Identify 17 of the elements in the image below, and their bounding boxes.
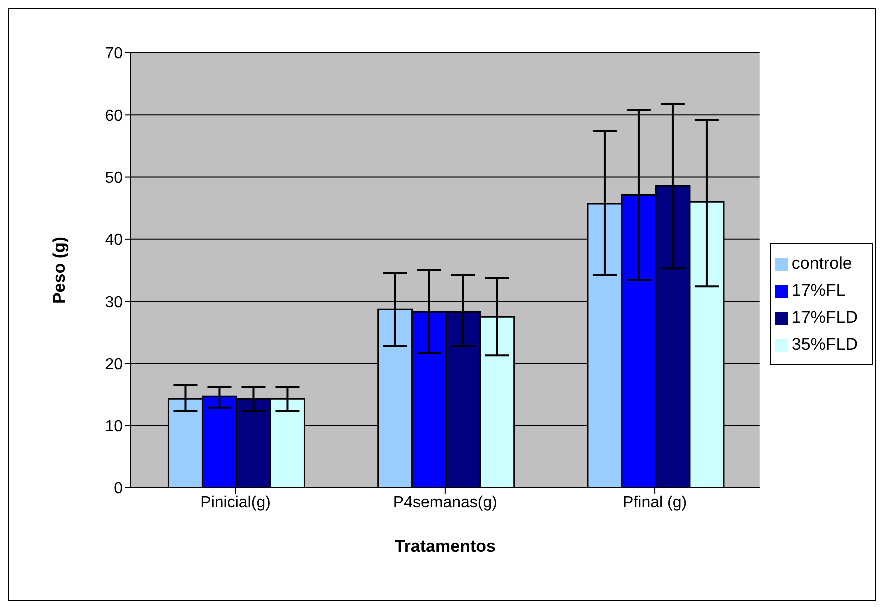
legend-label: 17%FL	[792, 280, 846, 300]
legend-label: 17%FLD	[792, 308, 858, 326]
y-tick-label: 50	[105, 170, 124, 187]
legend-label: 35%FLD	[792, 334, 858, 354]
y-tick-label: 40	[105, 232, 124, 250]
y-tick-label: 70	[105, 46, 124, 63]
x-tick-label: Pinicial(g)	[200, 494, 271, 512]
y-axis-title: Peso (g)	[50, 236, 70, 304]
x-tick-label: Pfinal (g)	[623, 494, 688, 512]
x-axis-title: Tratamentos	[394, 537, 496, 556]
y-tick-label: 30	[105, 294, 124, 312]
legend-label: controle	[792, 254, 852, 272]
y-tick-label: 10	[105, 418, 124, 436]
y-tick-label: 0	[114, 480, 124, 498]
y-tick-label: 20	[105, 356, 124, 374]
y-tick-label: 60	[105, 108, 124, 125]
x-tick-label: P4semanas(g)	[393, 494, 498, 512]
